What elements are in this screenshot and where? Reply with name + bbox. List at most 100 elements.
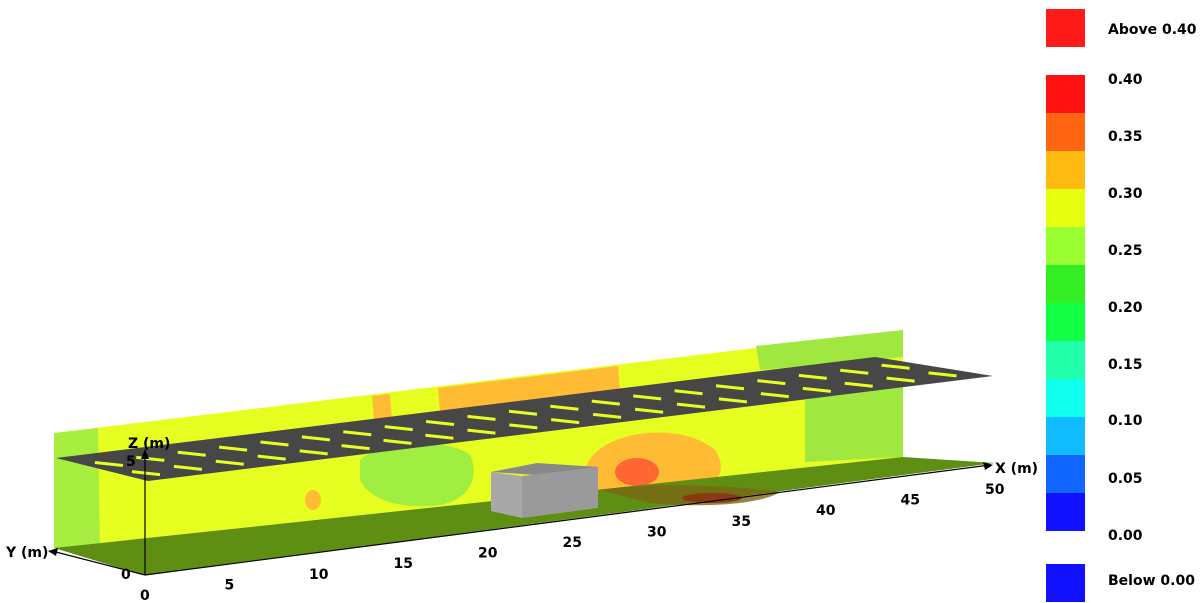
luminaire-strip [550, 404, 579, 411]
x-tick-5: 5 [225, 577, 235, 593]
x-tick-15: 15 [394, 556, 413, 572]
luminaire-strip [802, 386, 831, 393]
luminaire-strip [592, 412, 622, 419]
x-tick-labels: 0 5 10 15 20 25 30 35 40 45 50 [140, 482, 1005, 603]
x-tick-0: 0 [140, 588, 150, 603]
luminaire-strip [760, 392, 789, 399]
luminaire-strip [425, 433, 454, 440]
legend-band-label: 0.15 [1108, 357, 1143, 373]
x-tick-45: 45 [901, 493, 920, 509]
x-axis [144, 464, 991, 576]
luminaire-strip [383, 438, 412, 445]
luminaire-strip [840, 368, 869, 375]
legend-band-swatch [1046, 493, 1085, 531]
legend-band-label: 0.40 [1108, 72, 1143, 88]
luminaire-strip [757, 379, 786, 386]
luminaire-strip [467, 428, 496, 435]
luminaire-strip [674, 389, 703, 396]
legend-band-label: 0.20 [1108, 300, 1143, 316]
luminaire-strip [131, 470, 161, 477]
luminaire-strip [591, 399, 620, 406]
luminaire-strip [798, 373, 827, 380]
legend-band-label: 0.00 [1108, 528, 1143, 544]
box-side [522, 467, 598, 518]
legend-band-swatch [1046, 189, 1085, 227]
luminaire-strip [467, 414, 496, 421]
luminaire-strip [343, 430, 372, 437]
box-front [491, 472, 522, 518]
luminaire-strip [633, 394, 662, 401]
x-tick-25: 25 [563, 535, 582, 551]
luminaire-strip [881, 363, 910, 370]
x-tick-10: 10 [309, 567, 329, 583]
luminaire-strip [299, 449, 328, 456]
luminaire-strip [94, 461, 124, 467]
back-wall-green-left [54, 428, 100, 548]
color-legend: Above 0.40 0.40 0.35 0.30 0.25 0.20 0.15 0.10 0… [1046, 0, 1202, 603]
legend-band-label: 0.25 [1108, 243, 1143, 259]
y-axis [51, 550, 146, 576]
luminaire-strip [136, 455, 165, 462]
x-tick-40: 40 [816, 503, 836, 519]
x-axis-label: X (m) [995, 461, 1038, 477]
luminaire-strip [384, 425, 413, 432]
legend-band-label: 0.05 [1108, 471, 1143, 487]
legend-band-swatch [1046, 417, 1085, 455]
x-axis-arrow [983, 462, 993, 470]
luminaire-plane [56, 357, 993, 481]
back-wall-orange-mid [438, 366, 620, 412]
contour-plot-3d: Z (m) 5 X (m) Y (m) 0 0 5 10 15 20 25 30 35 40 45… [5, 330, 1038, 603]
legend-band-label: 0.30 [1108, 186, 1143, 202]
legend-above-label: Above 0.40 [1108, 22, 1197, 38]
y-axis-arrow [48, 548, 58, 556]
z-axis-label: Z (m) [128, 436, 170, 452]
legend-band-swatch [1046, 341, 1085, 379]
x-tick-35: 35 [732, 514, 751, 530]
y-axis-label: Y (m) [5, 545, 48, 561]
luminaire-strip [928, 371, 957, 378]
floor-red-zone [682, 493, 742, 503]
legend-band-swatch [1046, 265, 1085, 303]
legend-above-swatch [1046, 9, 1085, 47]
luminaire-strip [177, 450, 206, 457]
luminaire-strip [301, 435, 331, 442]
z-axis-arrow [141, 449, 149, 459]
luminaire-strip [257, 454, 286, 461]
luminaire-strip [551, 418, 580, 425]
x-tick-50: 50 [985, 482, 1005, 498]
y-origin-tick: 0 [121, 567, 131, 583]
luminaire-strip [634, 407, 664, 414]
legend-below-swatch [1046, 564, 1085, 602]
luminaire-strip [218, 445, 248, 452]
legend-band-label: 0.10 [1108, 413, 1143, 429]
legend-below-label: Below 0.00 [1108, 573, 1195, 589]
legend-band-swatch [1046, 303, 1085, 341]
luminaire-strip [676, 402, 706, 409]
luminaire-strip [173, 464, 203, 471]
contour-orange-small [305, 490, 321, 510]
luminaire-strip [260, 440, 289, 447]
luminaire-strip [215, 459, 244, 466]
luminaire-strip [508, 409, 538, 416]
legend-band-label: 0.35 [1108, 129, 1143, 145]
x-tick-30: 30 [647, 524, 667, 540]
luminaire-strip [886, 376, 915, 383]
luminaire-strip [715, 384, 745, 391]
luminaire-strip [425, 420, 455, 426]
end-wall [805, 380, 903, 462]
luminaire-strip [509, 423, 538, 430]
legend-band-swatch [1046, 151, 1085, 189]
back-wall-orange-small [372, 394, 392, 422]
z-tick-5: 5 [126, 454, 136, 470]
legend-band-swatch [1046, 75, 1085, 113]
legend-band-swatch [1046, 455, 1085, 493]
contour-red-spot [615, 458, 659, 486]
luminaire-strip [341, 444, 370, 451]
legend-band-swatch [1046, 379, 1085, 417]
contour-green-zone-1 [360, 443, 474, 507]
x-tick-20: 20 [478, 546, 498, 562]
luminaire-strips [94, 363, 957, 477]
luminaire-strip [718, 397, 748, 404]
legend-band-swatch [1046, 113, 1085, 151]
legend-band-swatch [1046, 227, 1085, 265]
